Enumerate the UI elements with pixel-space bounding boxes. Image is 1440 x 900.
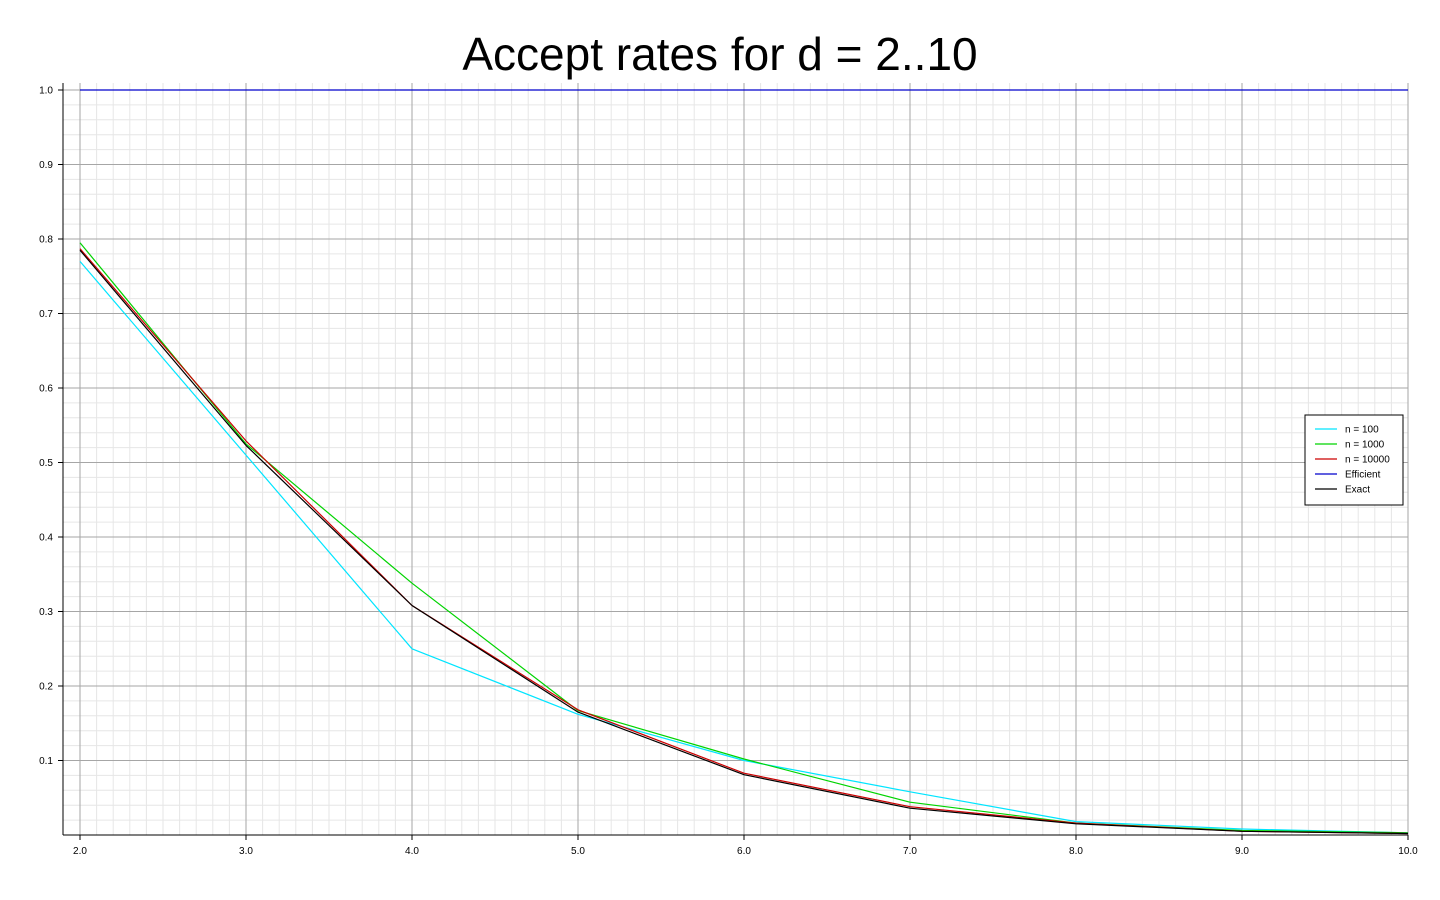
series-line-exact <box>79 249 1409 835</box>
x-tick-label: 9.0 <box>1235 846 1249 857</box>
legend-label-n-10000: n = 10000 <box>1345 455 1390 466</box>
y-tick-label: 0.6 <box>39 384 53 395</box>
legend-label-n-100: n = 100 <box>1345 425 1379 436</box>
x-tick-label: 4.0 <box>405 846 419 857</box>
y-tick-label: 0.5 <box>39 458 53 469</box>
x-tick-label: 7.0 <box>903 846 917 857</box>
y-tick-label: 1.0 <box>39 86 53 97</box>
axes <box>62 83 1408 836</box>
y-tick-label: 0.7 <box>39 309 53 320</box>
x-tick-label: 10.0 <box>1398 846 1418 857</box>
legend-box <box>1304 414 1404 506</box>
y-axis-ticks: 0.1 0.2 0.3 0.4 0.5 0.6 0.7 0.8 0.9 1.0 <box>39 86 63 767</box>
x-tick-label: 3.0 <box>239 846 253 857</box>
x-tick-label: 2.0 <box>73 846 87 857</box>
x-axis-ticks: 2.0 3.0 4.0 5.0 6.0 7.0 8.0 9.0 10.0 <box>73 835 1418 857</box>
series-line-n-100 <box>79 261 1409 834</box>
y-tick-label: 0.2 <box>39 682 53 693</box>
x-tick-label: 8.0 <box>1069 846 1083 857</box>
y-tick-label: 0.9 <box>39 160 53 171</box>
legend-label-n-1000: n = 1000 <box>1345 440 1385 451</box>
y-tick-label: 0.3 <box>39 607 53 618</box>
y-tick-label: 0.1 <box>39 756 53 767</box>
x-tick-label: 5.0 <box>571 846 585 857</box>
x-tick-label: 6.0 <box>737 846 751 857</box>
chart-title: Accept rates for d = 2..10 <box>462 28 978 80</box>
y-tick-label: 0.4 <box>39 533 53 544</box>
series-lines <box>79 89 1409 835</box>
legend-label-efficient: Efficient <box>1345 470 1381 481</box>
legend-label-exact: Exact <box>1345 485 1370 496</box>
legend: n = 100 n = 1000 n = 10000 Efficient Exact <box>1304 414 1404 506</box>
y-tick-label: 0.8 <box>39 235 53 246</box>
